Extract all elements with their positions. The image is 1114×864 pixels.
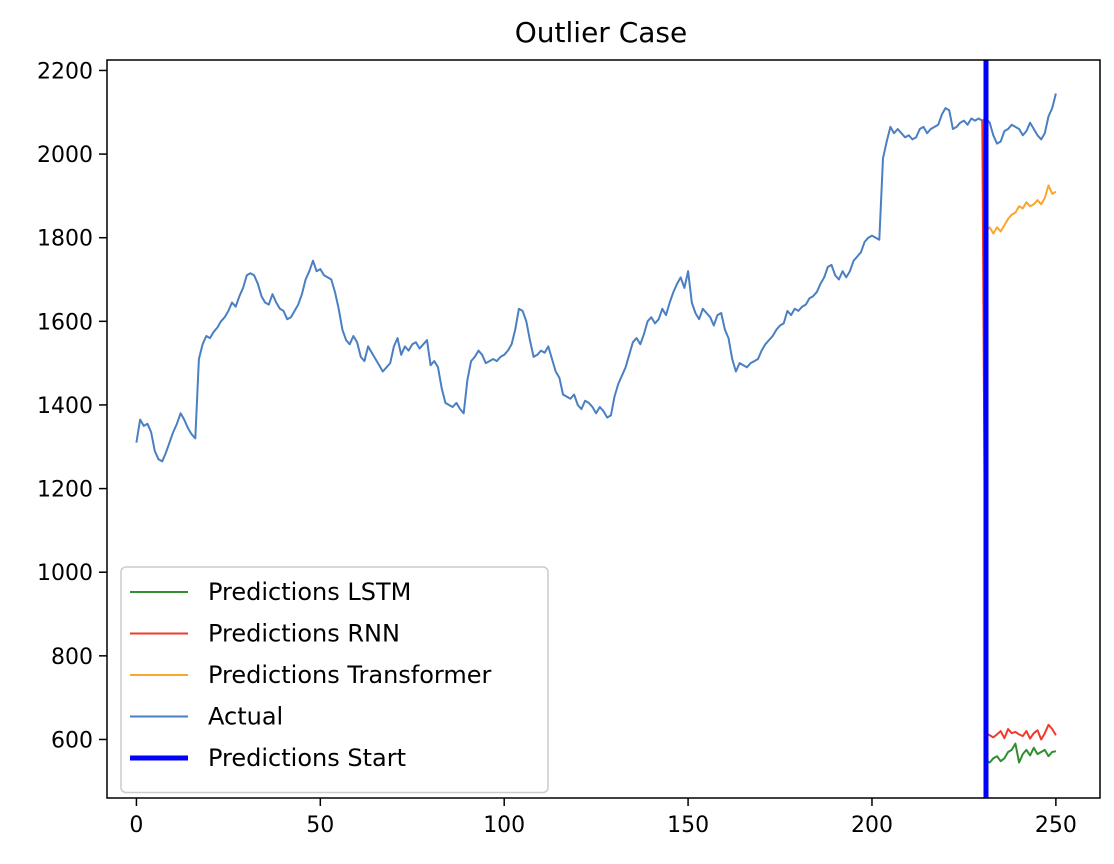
x-tick-label: 200 bbox=[851, 813, 893, 838]
y-tick-label: 600 bbox=[51, 728, 93, 753]
legend: Predictions LSTM Predictions RNN Predictio… bbox=[120, 566, 549, 794]
series-line-predictions-lstm bbox=[985, 742, 1057, 764]
legend-label-actual: Actual bbox=[208, 703, 283, 731]
y-tick-label: 2200 bbox=[37, 59, 93, 84]
y-tick-label: 2000 bbox=[37, 143, 93, 168]
chart-title: Outlier Case bbox=[515, 16, 687, 49]
series-line-predictions-transformer bbox=[981, 120, 1057, 235]
series-line-predictions-rnn bbox=[981, 120, 1057, 741]
y-axis: 600 800 1000 1200 1400 1600 1800 2000 2200 bbox=[37, 59, 107, 753]
y-tick-label: 1200 bbox=[37, 478, 93, 503]
legend-label-predictions-start: Predictions Start bbox=[208, 744, 406, 772]
legend-label-predictions-rnn: Predictions RNN bbox=[208, 620, 400, 648]
y-tick-label: 1400 bbox=[37, 394, 93, 419]
x-axis: 0 50 100 150 200 250 bbox=[129, 798, 1077, 838]
y-tick-label: 800 bbox=[51, 645, 93, 670]
y-tick-label: 1000 bbox=[37, 561, 93, 586]
series-layer bbox=[135, 93, 1057, 764]
x-tick-label: 0 bbox=[129, 813, 143, 838]
y-tick-label: 1800 bbox=[37, 227, 93, 252]
x-tick-label: 150 bbox=[667, 813, 709, 838]
x-tick-label: 50 bbox=[306, 813, 334, 838]
x-tick-label: 100 bbox=[483, 813, 525, 838]
legend-label-predictions-lstm: Predictions LSTM bbox=[208, 578, 411, 606]
plot-frame bbox=[106, 59, 1101, 799]
x-tick-label: 250 bbox=[1035, 813, 1077, 838]
y-tick-label: 1600 bbox=[37, 310, 93, 335]
legend-label-predictions-transformer: Predictions Transformer bbox=[208, 661, 492, 689]
series-line-actual bbox=[135, 93, 1057, 463]
legend-box bbox=[120, 566, 549, 794]
